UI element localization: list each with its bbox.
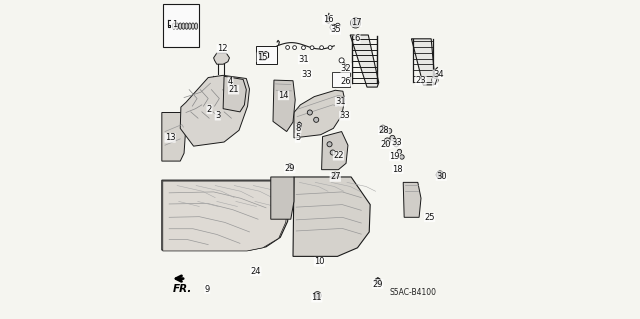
Circle shape <box>390 135 395 140</box>
Text: 9: 9 <box>205 285 210 293</box>
Circle shape <box>288 164 292 168</box>
Text: 15: 15 <box>257 53 268 62</box>
Circle shape <box>301 46 305 49</box>
Polygon shape <box>163 181 288 251</box>
Text: 11: 11 <box>312 293 322 302</box>
Circle shape <box>380 125 386 131</box>
Text: S5AC-B4100: S5AC-B4100 <box>389 288 436 297</box>
Text: 5: 5 <box>295 133 300 142</box>
Text: 33: 33 <box>392 138 402 147</box>
Ellipse shape <box>179 23 182 29</box>
Text: 33: 33 <box>339 111 350 120</box>
Circle shape <box>436 171 444 179</box>
Text: 14: 14 <box>278 91 289 100</box>
Text: 23: 23 <box>416 76 426 85</box>
Circle shape <box>328 46 332 49</box>
Text: 25: 25 <box>424 213 435 222</box>
Circle shape <box>327 142 332 147</box>
Circle shape <box>394 142 399 147</box>
Circle shape <box>310 46 314 50</box>
Text: 33: 33 <box>301 70 312 79</box>
Text: 10: 10 <box>314 257 324 266</box>
Text: 29: 29 <box>285 164 295 173</box>
Text: 30: 30 <box>436 172 447 181</box>
Text: 1: 1 <box>172 20 177 29</box>
Ellipse shape <box>191 23 195 29</box>
Polygon shape <box>162 180 290 250</box>
Polygon shape <box>271 177 294 219</box>
Circle shape <box>320 46 323 49</box>
Circle shape <box>316 293 319 297</box>
Circle shape <box>384 138 390 144</box>
Text: 20: 20 <box>381 140 391 149</box>
Polygon shape <box>293 177 370 256</box>
Text: 34: 34 <box>433 70 444 79</box>
Circle shape <box>335 23 340 28</box>
Circle shape <box>353 20 359 26</box>
Circle shape <box>400 155 404 159</box>
Polygon shape <box>273 80 295 131</box>
Polygon shape <box>294 90 345 138</box>
Text: 26: 26 <box>340 77 351 86</box>
Ellipse shape <box>185 23 188 29</box>
Circle shape <box>397 149 402 154</box>
Ellipse shape <box>195 23 198 29</box>
Ellipse shape <box>175 23 179 29</box>
Polygon shape <box>214 53 230 64</box>
Circle shape <box>351 18 361 28</box>
Circle shape <box>387 128 392 133</box>
FancyBboxPatch shape <box>332 72 351 87</box>
Text: 32: 32 <box>340 63 351 72</box>
Circle shape <box>292 46 296 49</box>
Ellipse shape <box>172 23 175 29</box>
Text: 22: 22 <box>333 151 344 160</box>
Polygon shape <box>412 39 435 85</box>
Circle shape <box>314 292 321 299</box>
Ellipse shape <box>182 23 185 29</box>
Text: 16: 16 <box>323 15 333 24</box>
Polygon shape <box>180 75 250 146</box>
Polygon shape <box>321 131 348 170</box>
Text: 2: 2 <box>207 105 212 114</box>
Polygon shape <box>350 35 379 87</box>
Circle shape <box>333 172 338 177</box>
Text: 12: 12 <box>217 44 227 54</box>
Circle shape <box>330 150 335 155</box>
Circle shape <box>298 123 301 126</box>
Polygon shape <box>403 182 421 217</box>
Text: 31: 31 <box>298 55 308 64</box>
Circle shape <box>375 278 381 284</box>
Text: 35: 35 <box>330 26 340 34</box>
Polygon shape <box>259 51 264 60</box>
Text: 4: 4 <box>228 77 233 86</box>
Circle shape <box>438 173 442 177</box>
Text: 31: 31 <box>335 97 346 106</box>
Text: 27: 27 <box>330 173 340 182</box>
Text: 7: 7 <box>432 78 438 87</box>
Text: 19: 19 <box>389 152 400 161</box>
Text: 3: 3 <box>215 111 220 120</box>
Text: 18: 18 <box>392 165 403 174</box>
Text: 13: 13 <box>164 133 175 142</box>
Circle shape <box>330 24 337 31</box>
Circle shape <box>432 77 438 83</box>
Text: 6: 6 <box>355 34 360 43</box>
FancyBboxPatch shape <box>163 4 199 47</box>
Text: 17: 17 <box>351 18 362 27</box>
Ellipse shape <box>188 23 191 29</box>
Text: 28: 28 <box>378 126 389 135</box>
Circle shape <box>314 117 319 122</box>
Polygon shape <box>223 76 246 112</box>
Text: 24: 24 <box>251 267 261 276</box>
Polygon shape <box>162 113 186 161</box>
Circle shape <box>307 110 312 115</box>
Text: 21: 21 <box>228 85 239 94</box>
FancyBboxPatch shape <box>257 46 277 64</box>
Text: FR.: FR. <box>173 284 192 294</box>
Text: 8: 8 <box>296 124 301 133</box>
Circle shape <box>339 58 344 63</box>
Circle shape <box>285 46 289 49</box>
Text: 29: 29 <box>372 279 383 288</box>
